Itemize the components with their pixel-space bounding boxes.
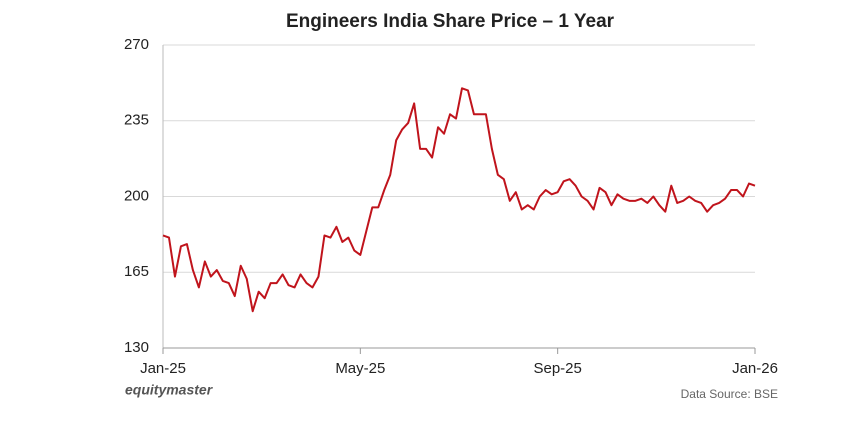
- y-tick-label: 235: [124, 112, 149, 129]
- y-tick-label: 130: [124, 339, 149, 356]
- y-tick-label: 270: [124, 36, 149, 53]
- x-tick-label: May-25: [335, 360, 385, 377]
- price-line: [162, 87, 756, 313]
- brand: equitymaster: [125, 382, 214, 398]
- chart-title: Engineers India Share Price – 1 Year: [286, 11, 615, 32]
- x-tick-label: Jan-26: [732, 360, 778, 377]
- y-tick-label: 200: [124, 187, 149, 204]
- y-tick-label: 165: [124, 263, 149, 280]
- x-tick-label: Sep-25: [533, 360, 581, 377]
- source-note: Data Source: BSE: [681, 387, 778, 401]
- x-tick-label: Jan-25: [140, 360, 186, 377]
